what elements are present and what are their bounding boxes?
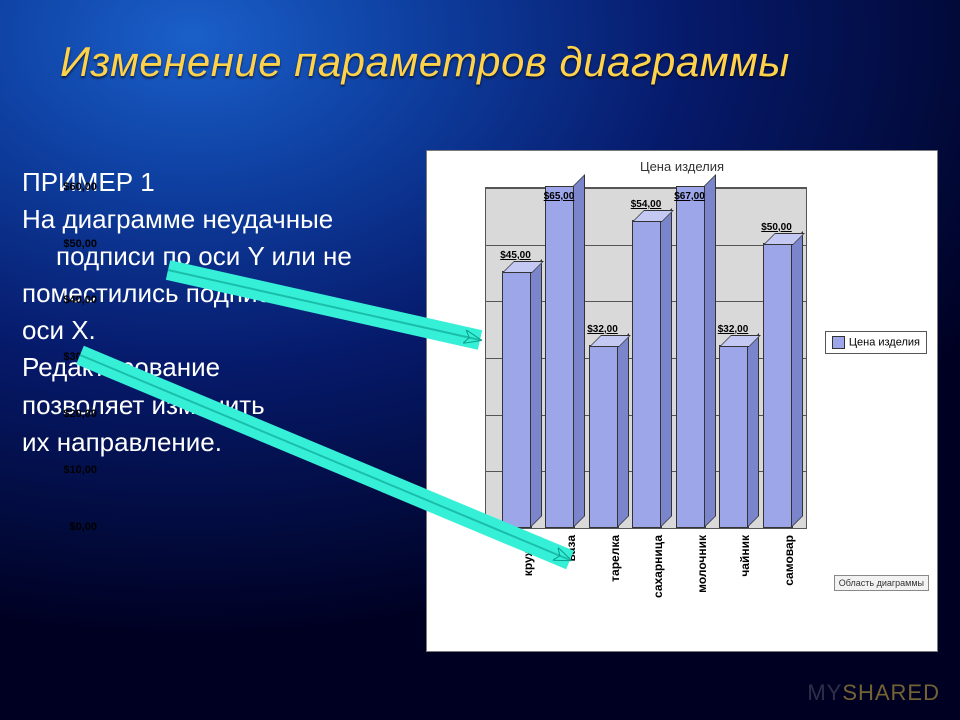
x-category-label: тарелка: [608, 535, 622, 635]
bar: $32,00: [589, 347, 617, 528]
body-line: На диаграмме неудачные: [22, 202, 412, 237]
x-category-label: самовар: [782, 535, 796, 635]
bar-value-label: $45,00: [500, 250, 531, 261]
bar: $32,00: [719, 347, 747, 528]
watermark-accent: SHARED: [842, 680, 940, 705]
y-tick-label: $40,00: [45, 294, 97, 306]
chart-panel: Цена изделия $45,00 $65,00 $32,00 $54,00 $67…: [426, 150, 938, 652]
bar: $65,00: [545, 188, 573, 528]
watermark-plain: MY: [807, 680, 842, 705]
y-tick-label: $0,00: [45, 521, 97, 533]
legend-label: Цена изделия: [849, 336, 920, 348]
y-tick-label: $10,00: [45, 464, 97, 476]
x-category-label: молочник: [695, 535, 709, 635]
x-category-label: кружка: [521, 535, 535, 635]
bar-value-label: $67,00: [674, 191, 705, 202]
bar-value-label: $32,00: [587, 324, 618, 335]
bar: $54,00: [632, 222, 660, 528]
gridline: [486, 528, 806, 529]
x-category-label: сахарница: [651, 535, 665, 635]
chart-legend: Цена изделия: [825, 331, 927, 354]
bar: $67,00: [676, 188, 704, 528]
bar-value-label: $32,00: [718, 324, 749, 335]
bar-value-label: $50,00: [761, 222, 792, 233]
body-line: оси X.: [22, 313, 412, 348]
bar-value-label: $65,00: [544, 191, 575, 202]
slide: Изменение параметров диаграммы ПРИМЕР 1Н…: [0, 0, 960, 720]
chart-plot-area: $45,00 $65,00 $32,00 $54,00 $67,00 $32,00 $50,…: [485, 187, 807, 529]
chart-area-button[interactable]: Область диаграммы: [834, 575, 929, 591]
bar-value-label: $54,00: [631, 199, 662, 210]
y-tick-label: $30,00: [45, 351, 97, 363]
gridline: [486, 188, 806, 189]
legend-swatch: [832, 336, 845, 349]
y-tick-label: $60,00: [45, 181, 97, 193]
body-line: их направление.: [22, 425, 412, 460]
chart-title: Цена изделия: [427, 159, 937, 174]
bar: $50,00: [763, 245, 791, 528]
x-category-label: ваза: [564, 535, 578, 635]
watermark: MYSHARED: [807, 680, 940, 706]
x-category-label: чайник: [738, 535, 752, 635]
bar: $45,00: [502, 273, 530, 528]
y-tick-label: $20,00: [45, 408, 97, 420]
y-tick-label: $50,00: [45, 238, 97, 250]
slide-title: Изменение параметров диаграммы: [60, 38, 920, 86]
